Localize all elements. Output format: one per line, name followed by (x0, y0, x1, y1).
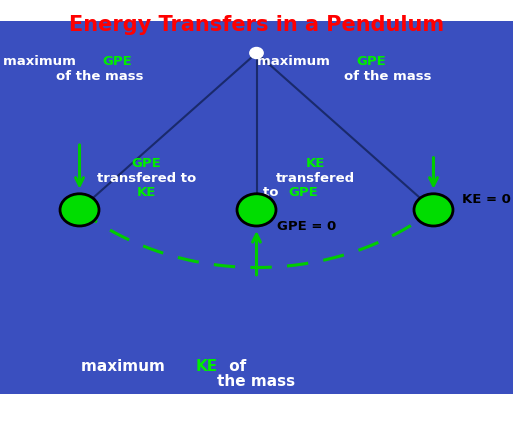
Text: transfered to: transfered to (96, 172, 196, 184)
Text: GPE: GPE (357, 55, 386, 68)
Text: Energy Transfers in a Pendulum: Energy Transfers in a Pendulum (69, 15, 444, 35)
Bar (0, 21, 513, 394)
Circle shape (414, 194, 453, 226)
Text: GPE: GPE (103, 55, 132, 68)
Text: GPE = 0: GPE = 0 (277, 220, 336, 233)
Text: GPE: GPE (289, 187, 319, 199)
Text: KE: KE (306, 157, 325, 170)
Text: the mass: the mass (218, 374, 295, 389)
Text: of: of (224, 359, 246, 374)
Text: to: to (263, 187, 283, 199)
Circle shape (237, 194, 276, 226)
Text: maximum: maximum (256, 55, 334, 68)
Text: maximum: maximum (3, 55, 80, 68)
Text: of the mass: of the mass (344, 70, 431, 83)
Text: KE: KE (195, 359, 218, 374)
Text: transfered: transfered (276, 172, 355, 184)
Circle shape (60, 194, 99, 226)
Text: KE: KE (136, 187, 156, 199)
Text: of the mass: of the mass (56, 70, 144, 83)
Text: maximum: maximum (81, 359, 170, 374)
Text: GPE: GPE (131, 157, 161, 170)
Text: KE = 0: KE = 0 (462, 193, 510, 206)
Circle shape (250, 47, 263, 59)
